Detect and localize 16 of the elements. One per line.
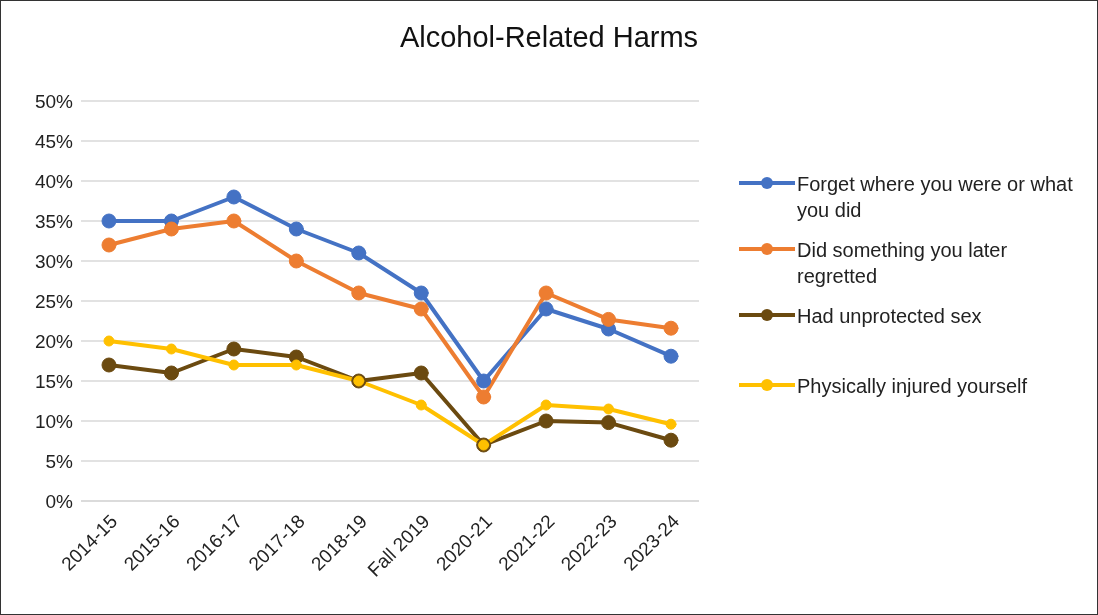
y-tick-label: 30%	[34, 250, 74, 272]
y-tick-label: 15%	[34, 370, 74, 392]
legend-label: Forget where you were or what you did	[797, 172, 1074, 223]
y-tick-label: 25%	[34, 290, 74, 312]
y-tick-label: 0%	[45, 490, 74, 512]
y-tick-label: 50%	[34, 90, 74, 112]
chart-title: Alcohol-Related Harms	[398, 21, 700, 54]
y-tick-label: 40%	[34, 170, 74, 192]
legend-label: Had unprotected sex	[797, 304, 982, 329]
y-tick-label: 45%	[34, 130, 74, 152]
legend-label: Did something you later regretted	[797, 238, 1009, 289]
y-tick-label: 5%	[45, 450, 74, 472]
y-tick-label: 20%	[34, 330, 74, 352]
y-tick-label: 10%	[34, 410, 74, 432]
y-tick-label: 35%	[34, 210, 74, 232]
legend-label: Physically injured yourself	[797, 374, 1028, 399]
